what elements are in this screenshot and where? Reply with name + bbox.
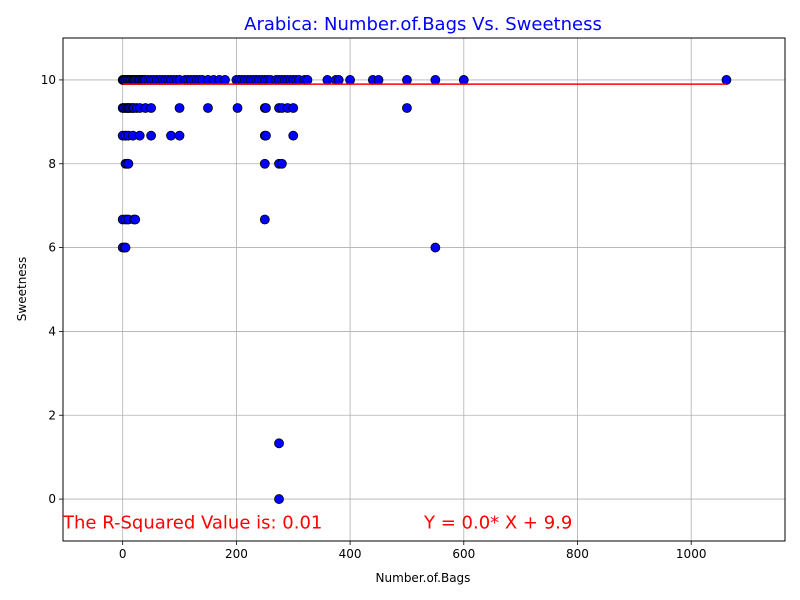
data-point <box>288 103 299 113</box>
data-point <box>134 130 145 141</box>
data-point <box>174 103 185 113</box>
data-point <box>146 130 157 141</box>
plot-area <box>63 38 785 541</box>
data-point <box>259 214 270 225</box>
data-point <box>458 75 469 85</box>
r-squared-annotation: The R-Squared Value is: 0.01 <box>62 512 322 533</box>
data-point <box>146 103 157 113</box>
data-point <box>322 75 333 85</box>
y-tick-label: 6 <box>48 241 56 255</box>
regression-equation-annotation: Y = 0.0* X + 9.9 <box>423 512 572 533</box>
data-point <box>288 130 299 141</box>
y-axis-label: Sweetness <box>15 257 29 321</box>
data-point <box>276 158 287 169</box>
x-tick-label: 600 <box>452 547 475 561</box>
x-axis-label: Number.of.Bags <box>376 571 471 585</box>
y-tick-label: 2 <box>48 408 56 422</box>
data-point <box>333 75 344 85</box>
data-point <box>261 103 271 113</box>
data-point <box>220 75 230 85</box>
data-point <box>123 158 134 169</box>
data-point <box>274 494 284 504</box>
data-point <box>120 242 131 253</box>
data-point <box>203 103 213 113</box>
data-point <box>373 75 384 85</box>
plot-frame <box>62 37 786 542</box>
data-point <box>232 103 243 113</box>
data-point <box>261 130 271 141</box>
data-point <box>174 130 185 141</box>
data-point <box>402 75 412 85</box>
data-point <box>130 214 141 225</box>
axis-ticks: 0 200 400 600 800 1000 0 2 4 6 8 10 <box>41 73 707 561</box>
data-point <box>259 158 270 169</box>
data-point <box>721 75 732 85</box>
y-tick-label: 8 <box>48 157 56 171</box>
y-tick-label: 4 <box>48 324 56 338</box>
chart-title: Arabica: Number.of.Bags Vs. Sweetness <box>244 14 602 35</box>
data-point <box>274 438 284 449</box>
data-point <box>430 75 441 85</box>
data-point <box>166 130 176 141</box>
x-tick-label: 800 <box>566 547 589 561</box>
data-point <box>345 75 355 85</box>
x-tick-label: 400 <box>339 547 362 561</box>
grid <box>63 38 785 541</box>
x-tick-label: 0 <box>119 547 127 561</box>
x-tick-label: 1000 <box>676 547 707 561</box>
data-point <box>402 103 412 113</box>
x-tick-label: 200 <box>225 547 248 561</box>
data-point <box>302 75 313 85</box>
y-tick-label: 10 <box>41 73 56 87</box>
data-point <box>430 242 441 253</box>
y-tick-label: 0 <box>48 492 56 506</box>
